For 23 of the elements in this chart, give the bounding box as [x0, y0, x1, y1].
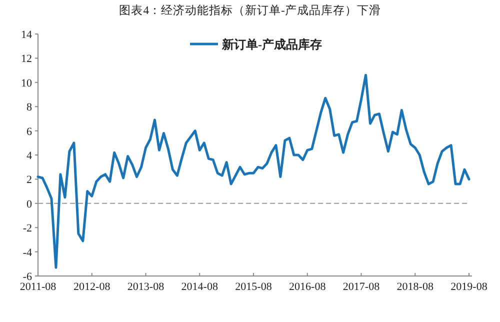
y-tick-label: -6	[22, 271, 32, 283]
x-tick-label: 2014-08	[181, 281, 218, 293]
x-tick-label: 2011-08	[20, 281, 57, 293]
y-tick-label: 8	[26, 102, 32, 114]
y-tick-label: -2	[22, 222, 32, 235]
y-tick-label: 0	[26, 198, 32, 210]
x-tick-label: 2012-08	[74, 281, 111, 293]
y-tick-label: 2	[26, 174, 32, 186]
y-tick-label: -4	[22, 246, 32, 259]
y-tick-label: 12	[21, 53, 32, 66]
y-tick-label: 10	[21, 77, 32, 90]
y-tick-label: 4	[26, 150, 32, 162]
line-series	[36, 74, 470, 269]
x-tick-label: 2017-08	[342, 281, 380, 293]
x-tick-label: 2016-08	[289, 281, 326, 293]
x-tick-label: 2015-08	[235, 281, 272, 293]
chart-title: 图表4：经济动能指标（新订单-产成品库存）下滑	[119, 3, 381, 17]
legend-label: 新订单-产成品库存	[221, 38, 322, 52]
y-tick-label: 6	[26, 126, 32, 138]
x-tick-label: 2019-08	[450, 281, 488, 293]
y-tick-label: 14	[21, 29, 32, 41]
x-tick-label: 2013-08	[127, 281, 165, 293]
x-tick-label: 2018-08	[396, 281, 434, 293]
